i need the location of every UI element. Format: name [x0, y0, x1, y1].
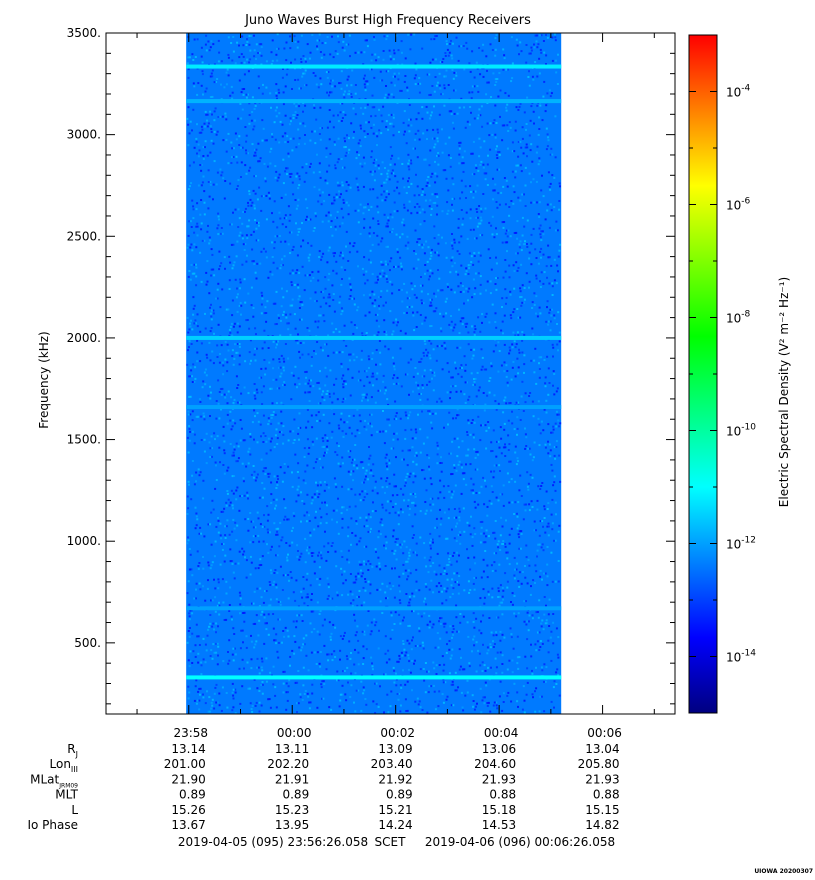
ephemeris-value: 13.14	[171, 742, 205, 756]
colorbar-tick-label: 10-12	[726, 536, 756, 552]
y-tick-label: 3000.	[67, 128, 101, 142]
x-tick-label: 00:04	[484, 726, 519, 740]
colorbar-tick-label: 10-8	[726, 310, 751, 326]
ephemeris-row-label: RJ	[67, 742, 78, 759]
emission-line-0	[186, 675, 562, 680]
emission-line-2	[186, 99, 562, 104]
ephemeris-value: 21.90	[171, 772, 205, 786]
time-range-line: 2019-04-05 (095) 23:56:26.058 SCET 2019-…	[178, 835, 615, 849]
ephemeris-value: 14.53	[482, 818, 516, 832]
ephemeris-value: 13.09	[378, 742, 412, 756]
plot-frame	[105, 32, 676, 715]
ephemeris-value: 13.11	[275, 742, 309, 756]
scet-label: SCET	[375, 835, 407, 849]
x-tick-label: 23:58	[173, 726, 208, 740]
colorbar: 10-14 10-12 10-10 10-8 10-6 10-4	[688, 34, 756, 714]
chart-title: Juno Waves Burst High Frequency Receiver…	[244, 13, 531, 28]
ephemeris-row-label: MLT	[55, 788, 78, 802]
x-axis-ticks: 23:58 00:00 00:02 00:04 00:06	[136, 33, 655, 740]
ephemeris-value: 201.00	[164, 757, 206, 771]
ephemeris-value: 0.88	[489, 788, 516, 802]
emission-line-4	[186, 405, 562, 410]
ephemeris-row-label: Io Phase	[27, 818, 78, 832]
ephemeris-value: 13.95	[275, 818, 309, 832]
emission-line-1	[186, 335, 562, 340]
ephemeris-value: 13.67	[171, 818, 205, 832]
ephemeris-value: 15.23	[275, 803, 309, 817]
ephemeris-value: 15.15	[585, 803, 619, 817]
ephemeris-row-label: LonIII	[50, 757, 79, 774]
colorbar-tick-label: 10-4	[726, 84, 751, 100]
ephemeris-value: 14.82	[585, 818, 619, 832]
y-tick-label: 1500.	[67, 433, 101, 447]
ephemeris-value: 0.89	[179, 788, 206, 802]
y-tick-label: 2500.	[67, 229, 101, 243]
x-tick-label: 00:02	[380, 726, 415, 740]
ephemeris-row-label: L	[71, 803, 78, 817]
x-tick-label: 00:06	[587, 726, 622, 740]
y-axis-ticks: 500. 1000. 1500. 2000. 2500. 3000. 3500.	[67, 26, 675, 705]
colorbar-tick-label: 10-14	[726, 649, 756, 665]
ephemeris-value: 13.06	[482, 742, 516, 756]
y-tick-label: 500.	[74, 636, 101, 650]
ephemeris-value: 203.40	[371, 757, 413, 771]
ephemeris-row-label: MLatJRM09	[30, 772, 78, 789]
colorbar-tick-label: 10-10	[726, 423, 756, 439]
ephemeris-value: 21.92	[378, 772, 412, 786]
x-tick-label: 00:00	[277, 726, 312, 740]
ephemeris-value: 21.91	[275, 772, 309, 786]
plot-area: 500. 1000. 1500. 2000. 2500. 3000. 3500. 23:58…	[67, 26, 676, 740]
y-tick-label: 1000.	[67, 534, 101, 548]
ephemeris-value: 21.93	[585, 772, 619, 786]
ephemeris-value: 15.21	[378, 803, 412, 817]
time-range-start: 2019-04-05 (095) 23:56:26.058	[178, 835, 368, 849]
y-tick-label: 3500.	[67, 26, 101, 40]
ephemeris-value: 14.24	[378, 818, 412, 832]
colorbar-label: Electric Spectral Density (V² m⁻² Hz⁻¹)	[777, 277, 791, 507]
emission-line-5	[186, 606, 562, 611]
ephemeris-value: 13.04	[585, 742, 619, 756]
ephemeris-value: 21.93	[482, 772, 516, 786]
spectrogram-data	[186, 33, 562, 714]
ephemeris-value: 0.89	[282, 788, 309, 802]
ephemeris-value: 0.88	[593, 788, 620, 802]
ephemeris-value: 202.20	[267, 757, 309, 771]
ephemeris-value: 0.89	[386, 788, 413, 802]
time-range-end: 2019-04-06 (096) 00:06:26.058	[425, 835, 615, 849]
ephemeris-value: 15.18	[482, 803, 516, 817]
colorbar-gradient	[688, 34, 718, 714]
colorbar-tick-label: 10-6	[726, 197, 751, 213]
footer-stamp: UIOWA 20200307	[754, 868, 813, 875]
ephemeris-value: 205.80	[578, 757, 620, 771]
emission-line-3	[186, 64, 562, 69]
spectrogram-noise	[186, 33, 562, 714]
ephemeris-value: 15.26	[171, 803, 205, 817]
ephemeris-value: 204.60	[474, 757, 516, 771]
y-axis-label: Frequency (kHz)	[37, 331, 51, 428]
y-tick-label: 2000.	[67, 331, 101, 345]
